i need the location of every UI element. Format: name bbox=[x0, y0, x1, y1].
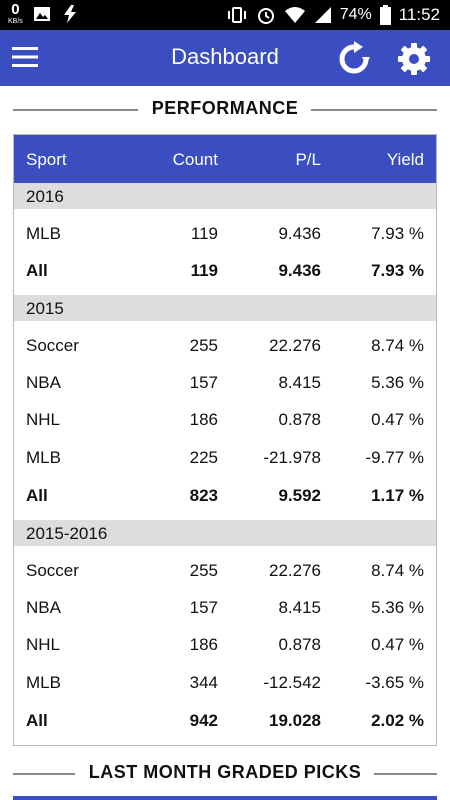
cell-sport: MLB bbox=[26, 448, 61, 467]
cell-yield: 8.74 % bbox=[371, 561, 424, 580]
last-month-header: LAST MONTH GRADED PICKS bbox=[0, 758, 450, 788]
table-row: MLB 119 9.436 7.93 % bbox=[14, 215, 436, 252]
cell-count: 942 bbox=[189, 711, 218, 730]
cell-count: 186 bbox=[189, 410, 218, 429]
performance-header: PERFORMANCE bbox=[0, 94, 450, 124]
divider-right bbox=[374, 773, 437, 775]
cell-yield: 0.47 % bbox=[371, 410, 424, 429]
cell-yield: -3.65 % bbox=[365, 673, 424, 692]
cell-sport: All bbox=[26, 711, 48, 730]
group-header: 2015 bbox=[14, 295, 436, 321]
table-row-total: All 823 9.592 1.17 % bbox=[14, 477, 436, 514]
cell-count: 119 bbox=[190, 261, 218, 280]
cell-sport: Soccer bbox=[26, 561, 79, 580]
cell-pl: -21.978 bbox=[263, 448, 321, 467]
table-header: Sport Count P/L Yield bbox=[14, 135, 436, 183]
menu-icon[interactable] bbox=[12, 46, 38, 68]
cell-sport: NBA bbox=[26, 598, 61, 617]
page-title: Dashboard bbox=[171, 44, 279, 69]
cell-pl: -12.542 bbox=[263, 673, 321, 692]
group-label: 2016 bbox=[26, 187, 64, 206]
group-label: 2015-2016 bbox=[26, 524, 108, 543]
cell-yield: 2.02 % bbox=[371, 711, 424, 730]
cell-pl: 22.276 bbox=[269, 336, 321, 355]
cell-pl: 19.028 bbox=[269, 711, 321, 730]
battery-percent: 74% bbox=[339, 6, 372, 23]
divider-left bbox=[13, 109, 138, 111]
cell-sport: NHL bbox=[26, 635, 61, 654]
table-row-total: All 942 19.028 2.02 % bbox=[14, 702, 436, 739]
cell-count: 255 bbox=[189, 561, 218, 580]
table-row: NBA 157 8.415 5.36 % bbox=[14, 364, 436, 401]
cell-sport: MLB bbox=[26, 224, 61, 243]
cell-count: 119 bbox=[190, 224, 218, 243]
gear-icon[interactable] bbox=[396, 41, 432, 77]
cell-yield: 1.17 % bbox=[371, 486, 424, 505]
cell-count: 823 bbox=[189, 486, 218, 505]
group-label: 2015 bbox=[26, 299, 64, 318]
table-row: Soccer 255 22.276 8.74 % bbox=[14, 327, 436, 364]
performance-table: Sport Count P/L Yield 2016 MLB 119 9.436… bbox=[13, 134, 437, 746]
signal-icon bbox=[314, 7, 331, 23]
column-header-pl: P/L bbox=[295, 150, 321, 169]
cell-pl: 9.436 bbox=[278, 261, 321, 280]
cell-yield: 7.93 % bbox=[371, 224, 424, 243]
network-speed-unit: KB/s bbox=[8, 18, 23, 25]
table-row: NHL 186 0.878 0.47 % bbox=[14, 401, 436, 438]
cell-count: 157 bbox=[189, 373, 218, 392]
table-row: MLB 225 -21.978 -9.77 % bbox=[14, 439, 436, 476]
cell-yield: 0.47 % bbox=[371, 635, 424, 654]
cell-pl: 9.592 bbox=[278, 486, 321, 505]
cell-sport: NBA bbox=[26, 373, 61, 392]
cell-yield: 7.93 % bbox=[371, 261, 424, 280]
cell-count: 344 bbox=[189, 673, 218, 692]
column-header-sport: Sport bbox=[26, 150, 67, 169]
cell-yield: 5.36 % bbox=[371, 598, 424, 617]
cell-count: 255 bbox=[189, 336, 218, 355]
clock-time: 11:52 bbox=[398, 5, 440, 24]
cell-count: 225 bbox=[189, 448, 218, 467]
network-speed-value: 0 bbox=[11, 1, 20, 18]
column-header-count: Count bbox=[172, 150, 218, 169]
cell-sport: Soccer bbox=[26, 336, 79, 355]
status-bar: 0 KB/s 74% 11:52 bbox=[0, 0, 450, 30]
performance-title: PERFORMANCE bbox=[151, 98, 299, 118]
vibrate-icon bbox=[227, 7, 246, 23]
cell-count: 186 bbox=[189, 635, 218, 654]
cell-pl: 0.878 bbox=[278, 410, 321, 429]
table-row: NBA 157 8.415 5.36 % bbox=[14, 589, 436, 626]
next-table-header-edge bbox=[13, 796, 437, 800]
divider-right bbox=[311, 109, 437, 111]
cell-yield: -9.77 % bbox=[365, 448, 424, 467]
column-header-yield: Yield bbox=[386, 150, 424, 169]
table-row: NHL 186 0.878 0.47 % bbox=[14, 626, 436, 663]
table-row-total: All 119 9.436 7.93 % bbox=[14, 252, 436, 289]
cell-pl: 8.415 bbox=[278, 373, 321, 392]
wifi-icon bbox=[284, 7, 305, 23]
group-header: 2016 bbox=[14, 183, 436, 209]
cell-yield: 5.36 % bbox=[371, 373, 424, 392]
table-row: MLB 344 -12.542 -3.65 % bbox=[14, 664, 436, 701]
cell-sport: All bbox=[26, 261, 48, 280]
table-row: Soccer 255 22.276 8.74 % bbox=[14, 552, 436, 589]
cell-sport: All bbox=[26, 486, 48, 505]
cell-sport: MLB bbox=[26, 673, 61, 692]
flash-icon bbox=[63, 4, 76, 23]
cell-pl: 0.878 bbox=[278, 635, 321, 654]
alarm-icon bbox=[257, 8, 274, 24]
group-header: 2015-2016 bbox=[14, 520, 436, 546]
last-month-title: LAST MONTH GRADED PICKS bbox=[88, 762, 362, 782]
cell-pl: 8.415 bbox=[278, 598, 321, 617]
cell-pl: 9.436 bbox=[278, 224, 321, 243]
cell-yield: 8.74 % bbox=[371, 336, 424, 355]
cell-count: 157 bbox=[189, 598, 218, 617]
refresh-icon[interactable] bbox=[336, 41, 372, 77]
divider-left bbox=[13, 773, 75, 775]
cell-pl: 22.276 bbox=[269, 561, 321, 580]
app-bar: Dashboard bbox=[0, 30, 450, 86]
image-icon bbox=[33, 6, 50, 21]
battery-icon bbox=[379, 5, 391, 25]
cell-sport: NHL bbox=[26, 410, 61, 429]
network-speed: 0 KB/s bbox=[8, 2, 23, 25]
